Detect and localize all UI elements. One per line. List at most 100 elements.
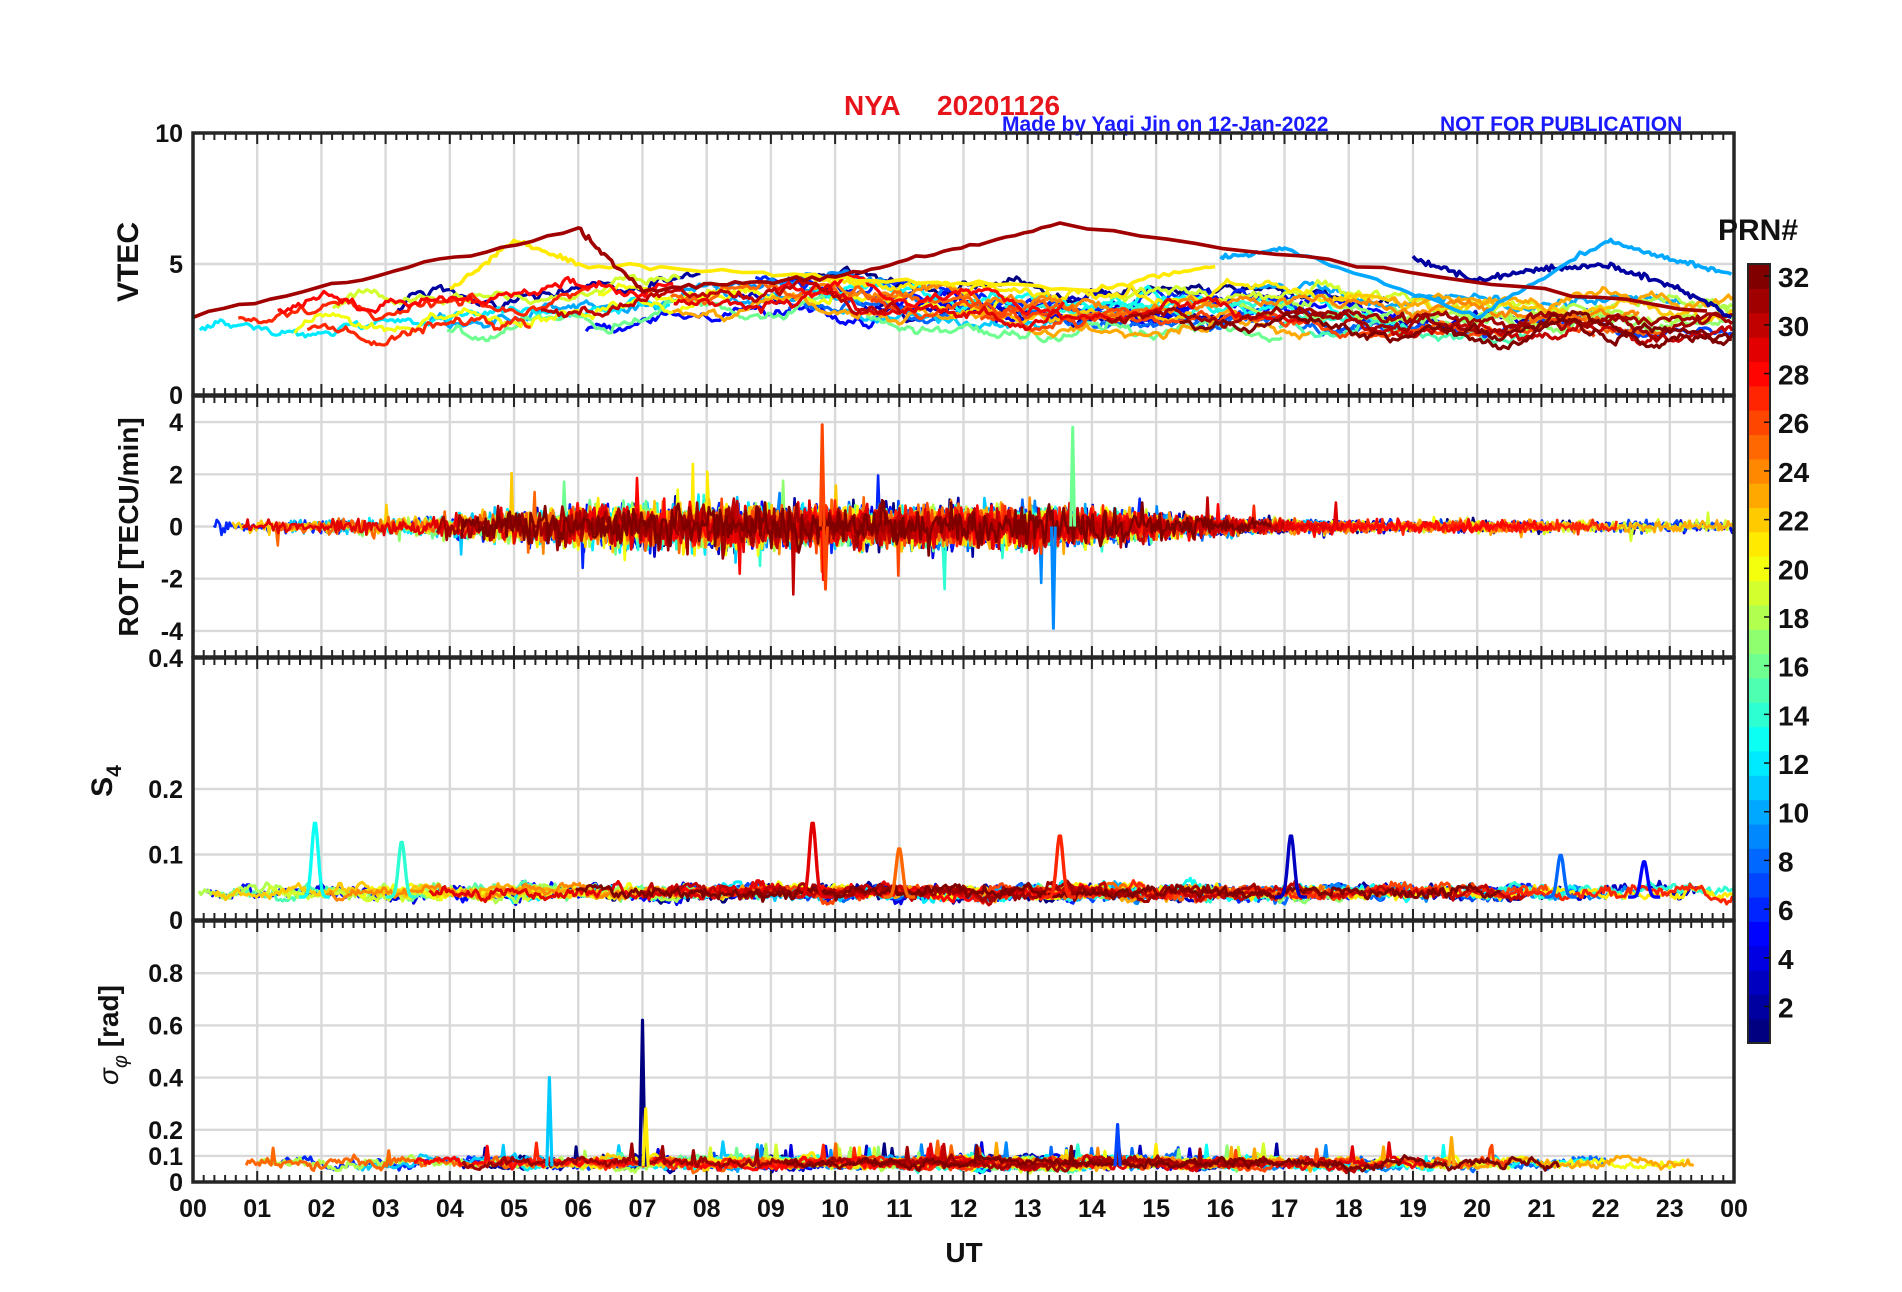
x-tick-label: 01	[243, 1195, 271, 1223]
x-tick-label: 02	[308, 1195, 336, 1223]
colorbar-tick-label: 22	[1778, 506, 1809, 537]
x-tick-label: 20	[1463, 1195, 1491, 1223]
colorbar-tick-label: 24	[1778, 457, 1810, 488]
colorbar-segment	[1748, 385, 1770, 411]
vtec-line-prn19	[1108, 278, 1565, 315]
colorbar-segment	[1748, 896, 1770, 922]
svg-text:σφ [rad]: σφ [rad]	[93, 985, 132, 1085]
colorbar-segment	[1748, 312, 1770, 338]
x-tick-label: 13	[1014, 1195, 1042, 1223]
sigma-spike-prn23	[1447, 1136, 1456, 1167]
y-tick-label: 10	[155, 120, 183, 148]
y-tick-label: 2	[169, 461, 183, 489]
y-tick-label: 4	[169, 409, 183, 437]
colorbar-tick-label: 18	[1778, 603, 1809, 634]
colorbar-tick-label: 6	[1778, 895, 1794, 926]
vtec-line-prn32	[1179, 309, 1732, 351]
colorbar-segment	[1748, 507, 1770, 533]
x-tick-label: 10	[821, 1195, 849, 1223]
colorbar-segment	[1748, 1018, 1770, 1044]
panel-frame	[191, 919, 1736, 1184]
colorbar-segment	[1748, 702, 1770, 728]
colorbar-segment	[1748, 653, 1770, 679]
sigma-line-prn32	[783, 1144, 1560, 1173]
s4-line-prn32	[575, 881, 1502, 903]
y-tick-label: 0.6	[148, 1012, 183, 1040]
colorbar-segment	[1748, 458, 1770, 484]
s4-peak-prn27	[1043, 834, 1077, 899]
chart-title-date: 20201126	[937, 90, 1060, 121]
y-tick-label: 0	[169, 907, 183, 935]
colorbar-segment	[1748, 604, 1770, 630]
colorbar-segment	[1748, 410, 1770, 436]
vtec-line-prn5	[584, 303, 883, 334]
x-tick-label: 14	[1078, 1195, 1106, 1223]
colorbar-segment	[1748, 775, 1770, 801]
x-tick-label: 08	[693, 1195, 721, 1223]
y-tick-label: -2	[161, 566, 183, 594]
rot-line-prn32	[460, 498, 1272, 557]
colorbar-segment	[1748, 750, 1770, 776]
colorbar-segment	[1748, 629, 1770, 655]
colorbar-tick-label: 20	[1778, 554, 1809, 585]
vtec-panel: 0 5 10	[155, 120, 1736, 410]
sigma-phi-ylabel: σφ [rad]	[93, 985, 132, 1085]
x-tick-label: 22	[1592, 1195, 1620, 1223]
colorbar-segment	[1748, 337, 1770, 362]
colorbar-segment	[1748, 994, 1770, 1020]
colorbar-tick-label: 14	[1778, 700, 1810, 731]
x-tick-label: 15	[1142, 1195, 1170, 1223]
colorbar-tick-label: 4	[1778, 944, 1794, 975]
vtec-line-prn28	[277, 275, 674, 315]
x-tick-label: 11	[886, 1195, 913, 1223]
vtec-line-prn20	[293, 287, 748, 334]
colorbar-tick-label: 2	[1778, 992, 1794, 1023]
s4-peak-prn25	[882, 847, 916, 899]
vtec-line-prn27	[306, 314, 531, 347]
rot-spike-prn26	[822, 526, 829, 591]
vtec-line-prn29	[673, 283, 1309, 332]
rot-panel: 4 2 0 -2 -4	[161, 394, 1736, 659]
sigma-spike-prn11	[545, 1076, 554, 1167]
s4-peak-prn8	[1544, 853, 1578, 899]
x-tick-label: 07	[629, 1195, 657, 1223]
vtec-line-prn2	[396, 271, 701, 312]
x-tick-label: 23	[1656, 1195, 1684, 1223]
x-tick-label: 21	[1527, 1195, 1555, 1223]
colorbar-segment	[1748, 872, 1770, 898]
vtec-line-prn32	[1444, 313, 1734, 350]
colorbar-segment	[1748, 580, 1770, 606]
colorbar-tick-label: 16	[1778, 652, 1809, 683]
colorbar-segment	[1748, 726, 1770, 752]
y-tick-label: 0.4	[148, 1065, 183, 1093]
x-tick-label: 19	[1399, 1195, 1427, 1223]
colorbar-segment	[1748, 264, 1770, 289]
x-axis-label: UT	[945, 1237, 982, 1268]
sigma-spike-prn21	[641, 1107, 650, 1167]
vtec-line-prn31	[193, 221, 1708, 320]
vtec-line-prn23	[1388, 285, 1734, 314]
x-tick-label: 00	[179, 1195, 207, 1223]
y-tick-label: -4	[161, 618, 183, 646]
x-tick-label: 05	[500, 1195, 528, 1223]
colorbar-segment	[1748, 677, 1770, 703]
chart-title-station: NYA	[844, 90, 901, 121]
colorbar-frame	[1747, 263, 1771, 1044]
colorbar-segment	[1748, 556, 1770, 582]
y-tick-label: 0	[169, 382, 183, 410]
y-tick-label: 0.2	[148, 1117, 183, 1145]
vtec-line-prn2	[1411, 254, 1733, 319]
vtec-line-prn16	[446, 293, 826, 343]
colorbar-segment	[1748, 921, 1770, 947]
x-tick-label: 00	[1720, 1195, 1748, 1223]
rot-spike-prn16	[1069, 425, 1077, 527]
s4-peak-prn5	[1627, 860, 1661, 899]
colorbar-segment	[1748, 434, 1770, 460]
rot-spike-prn26	[818, 423, 826, 527]
notice-text: NOT FOR PUBLICATION	[1440, 113, 1682, 136]
y-tick-label: 0.2	[148, 776, 183, 804]
y-tick-label: 0.8	[148, 960, 183, 988]
colorbar-segment	[1748, 823, 1770, 849]
colorbar-tick-label: 8	[1778, 846, 1794, 877]
